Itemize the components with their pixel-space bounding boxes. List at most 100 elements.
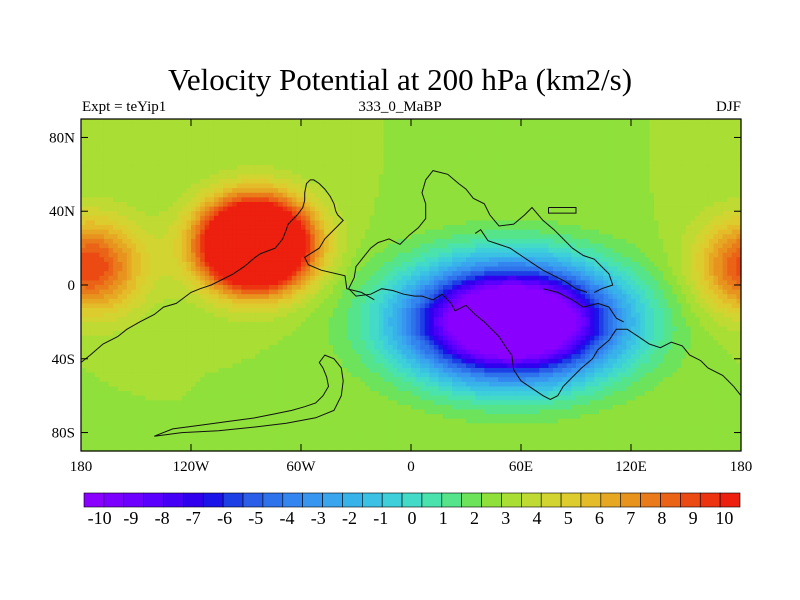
field-cell (369, 188, 375, 194)
field-cell (516, 123, 522, 129)
field-cell (241, 192, 247, 198)
field-cell (530, 197, 536, 203)
field-cell (401, 183, 408, 189)
field-cell (580, 206, 586, 212)
field-cell (333, 275, 339, 281)
field-cell (278, 202, 284, 208)
field-cell (397, 155, 403, 162)
field-cell (553, 155, 559, 162)
field-cell (378, 174, 385, 180)
field-cell (420, 229, 426, 235)
field-cell (475, 225, 481, 231)
field-cell (337, 215, 343, 222)
field-cell (342, 174, 348, 180)
field-cell (530, 174, 536, 180)
field-cell (94, 155, 100, 162)
field-cell (635, 165, 641, 171)
field-cell (108, 275, 114, 281)
field-cell (319, 192, 325, 198)
field-cell (443, 155, 449, 162)
field-cell (658, 197, 664, 203)
field-cell (708, 261, 715, 268)
field-cell (181, 146, 188, 152)
field-cell (149, 174, 155, 180)
field-cell (456, 238, 463, 245)
field-cell (548, 137, 554, 143)
field-cell (108, 146, 114, 152)
field-cell (374, 275, 380, 281)
field-cell (438, 142, 444, 148)
field-cell (594, 160, 600, 166)
field-cell (323, 137, 330, 143)
field-cell (456, 234, 463, 240)
field-cell (640, 220, 646, 226)
field-cell (177, 123, 183, 129)
field-cell (521, 119, 527, 125)
field-cell (699, 261, 705, 268)
field-cell (323, 146, 330, 152)
field-cell (154, 248, 160, 254)
field-cell (447, 234, 453, 240)
field-cell (383, 229, 389, 235)
field-cell (608, 174, 614, 180)
field-cell (99, 257, 105, 263)
field-cell (90, 257, 96, 263)
field-cell (200, 257, 206, 263)
field-cell (736, 215, 742, 222)
field-cell (415, 183, 421, 189)
field-cell (589, 123, 595, 129)
field-cell (369, 211, 375, 217)
field-cell (718, 137, 724, 143)
field-cell (213, 261, 220, 268)
field-cell (149, 225, 155, 231)
field-cell (626, 202, 632, 208)
field-cell (484, 146, 490, 152)
field-cell (676, 229, 683, 235)
field-cell (397, 142, 403, 148)
field-cell (232, 261, 238, 268)
field-cell (113, 238, 119, 245)
field-cell (530, 151, 536, 157)
field-cell (663, 215, 669, 222)
field-cell (351, 225, 357, 231)
field-cell (113, 225, 119, 231)
field-cell (640, 261, 646, 268)
field-cell (571, 174, 577, 180)
field-cell (516, 151, 522, 157)
field-cell (401, 225, 408, 231)
field-cell (598, 243, 605, 249)
field-cell (383, 192, 389, 198)
field-cell (296, 123, 302, 129)
field-cell (695, 142, 701, 148)
field-cell (273, 206, 279, 212)
field-cell (571, 151, 577, 157)
field-cell (103, 257, 110, 263)
field-cell (681, 243, 687, 249)
field-cell (168, 188, 174, 194)
field-cell (236, 169, 243, 175)
field-cell (282, 178, 288, 185)
field-cell (81, 234, 87, 240)
field-cell (695, 252, 701, 258)
field-cell (264, 215, 270, 222)
field-cell (213, 169, 220, 175)
field-cell (681, 215, 687, 222)
field-cell (168, 146, 174, 152)
field-cell (534, 229, 540, 235)
field-cell (191, 169, 197, 175)
field-cell (323, 248, 330, 254)
field-cell (553, 174, 559, 180)
field-cell (365, 128, 371, 134)
field-cell (278, 146, 284, 152)
field-cell (154, 206, 160, 212)
field-cell (278, 271, 284, 277)
field-cell (484, 225, 490, 231)
field-cell (415, 142, 421, 148)
field-cell (722, 178, 728, 185)
field-cell (177, 248, 183, 254)
field-cell (415, 178, 421, 185)
field-cell (305, 188, 311, 194)
field-cell (177, 238, 183, 245)
field-cell (571, 220, 577, 226)
field-cell (278, 165, 284, 171)
